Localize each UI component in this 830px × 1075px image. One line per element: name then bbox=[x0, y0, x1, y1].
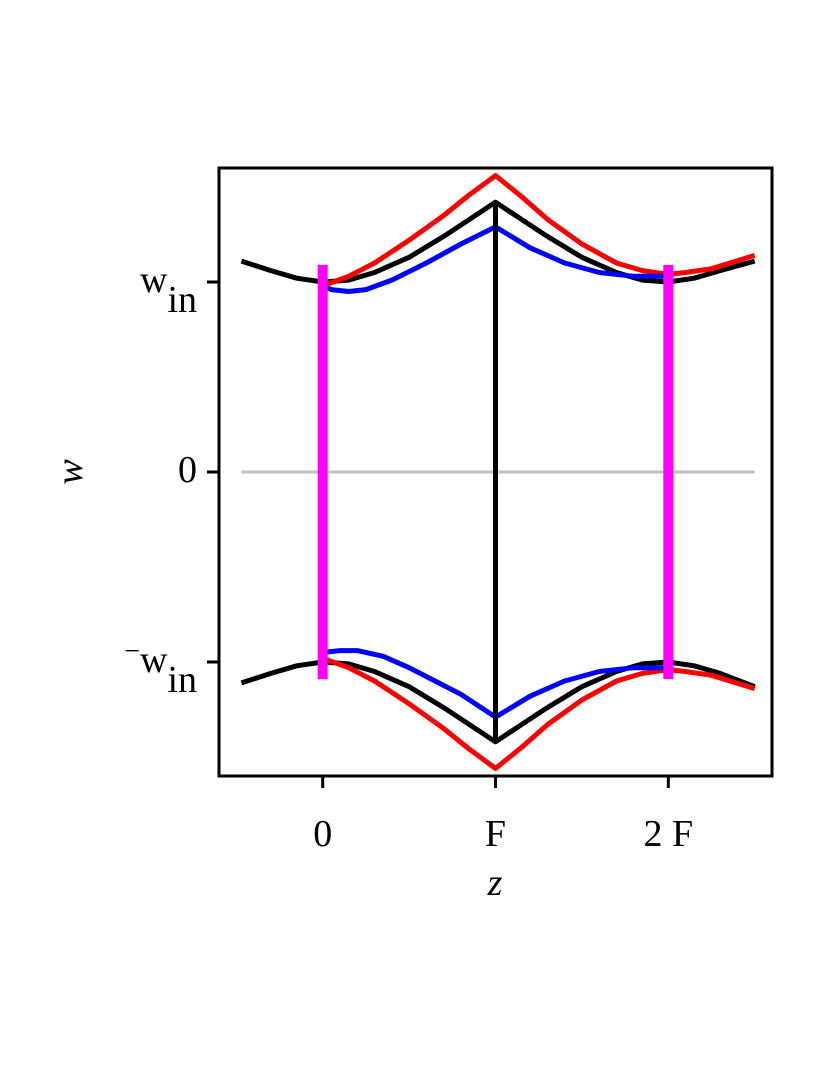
series-line-blue-5 bbox=[322, 648, 497, 720]
series-line-blue-6 bbox=[494, 224, 669, 279]
y-axis-title: w bbox=[49, 459, 91, 485]
series-layer bbox=[240, 173, 756, 771]
x-tick-label-1: F bbox=[485, 813, 506, 855]
y-ticks: win 0 −win bbox=[124, 259, 219, 701]
series-line-red-3 bbox=[321, 655, 756, 771]
x-ticks: 0 F 2 F bbox=[313, 776, 693, 855]
y-tick-label-0: win bbox=[140, 259, 197, 321]
series-line-blue-4 bbox=[321, 224, 497, 294]
x-tick-label-0: 0 bbox=[313, 813, 332, 855]
series-line-red-2 bbox=[321, 173, 756, 289]
series-line-blue-7 bbox=[494, 665, 669, 720]
y-tick-label-1: 0 bbox=[178, 449, 197, 491]
y-tick-label-2: −win bbox=[124, 636, 197, 701]
x-axis-title: z bbox=[487, 862, 503, 904]
x-tick-label-2: 2 F bbox=[643, 813, 693, 855]
